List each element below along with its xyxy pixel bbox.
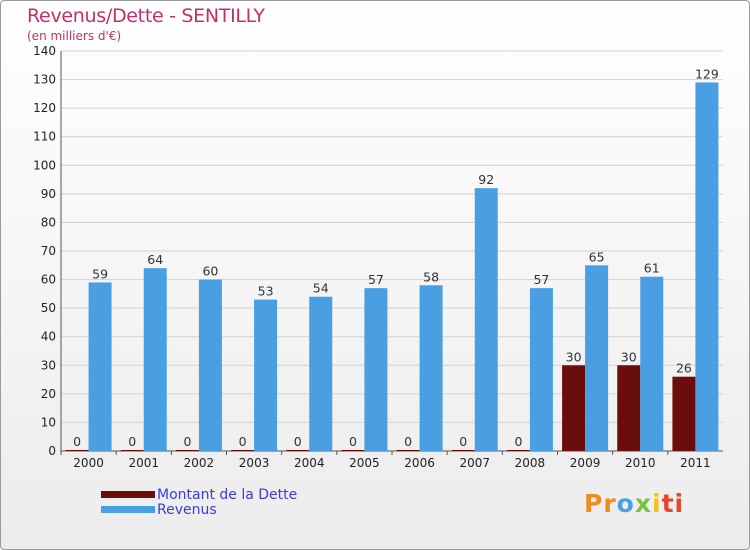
x-tick-label: 2002: [184, 456, 215, 470]
data-labels: 0 59 0 64 0 60 0 53 0 54 0 57 0 58 0 92 0 57 30 65 30 61 26 129: [73, 66, 719, 449]
gridlines: [61, 50, 723, 423]
data-label-revenus: 61: [644, 261, 660, 276]
legend-swatch-dette: [101, 491, 155, 498]
data-label-dette: 0: [459, 434, 467, 449]
chart-title: Revenus/Dette - SENTILLY: [27, 5, 265, 27]
legend-item-dette: Montant de la Dette: [101, 486, 298, 503]
y-tick-label: 110: [33, 130, 56, 144]
y-tick-label: 80: [41, 215, 56, 229]
y-tick-label: 120: [33, 101, 56, 115]
bar-revenus: [695, 82, 719, 451]
data-label-revenus: 64: [147, 252, 163, 267]
y-tick-label: 90: [41, 187, 56, 201]
y-tick-label: 140: [33, 44, 56, 58]
data-label-revenus: 60: [202, 264, 218, 279]
proxiti-logo: Proxiti: [584, 489, 684, 518]
x-tick-label: 2010: [625, 456, 656, 470]
bar-revenus: [88, 282, 112, 451]
legend: Montant de la Dette Revenus: [101, 486, 298, 518]
data-label-dette: 0: [514, 434, 522, 449]
bar-dette: [506, 450, 530, 451]
data-label-revenus: 58: [423, 269, 439, 284]
x-tick-label: 2006: [404, 456, 435, 470]
y-tick-label: 100: [33, 158, 56, 172]
data-label-dette: 26: [676, 361, 692, 376]
bar-revenus: [254, 299, 278, 451]
axes: 0 10 20 30 40 50 60 70 80 90 100 110 120 130 140 2000 20…: [33, 44, 723, 470]
bar-revenus: [419, 285, 443, 451]
bar-dette: [672, 376, 696, 451]
bar-dette: [231, 450, 255, 451]
bar-dette: [451, 450, 475, 451]
data-label-revenus: 54: [313, 281, 329, 296]
logo-letter: x: [634, 489, 652, 518]
data-label-dette: 30: [621, 349, 637, 364]
data-label-dette: 0: [183, 434, 191, 449]
data-label-revenus: 57: [533, 272, 549, 287]
bar-revenus: [474, 188, 498, 451]
legend-label-dette: Montant de la Dette: [157, 486, 298, 503]
bar-revenus: [364, 288, 388, 451]
bar-revenus: [143, 268, 167, 451]
bar-dette: [341, 450, 365, 451]
data-label-dette: 0: [73, 434, 81, 449]
bar-dette: [120, 450, 144, 451]
logo-letter: P: [584, 489, 604, 518]
x-tick-label: 2004: [294, 456, 325, 470]
legend-item-revenus: Revenus: [101, 501, 297, 518]
bar-revenus: [585, 265, 609, 451]
y-tick-label: 50: [41, 301, 56, 315]
bars: [65, 82, 719, 451]
data-label-dette: 0: [294, 434, 302, 449]
bar-revenus: [529, 288, 553, 451]
data-label-dette: 0: [404, 434, 412, 449]
bar-dette: [286, 450, 310, 451]
data-label-dette: 30: [566, 349, 582, 364]
x-tick-label: 2005: [349, 456, 380, 470]
bar-revenus: [309, 296, 333, 451]
x-tick-label: 2001: [128, 456, 159, 470]
x-tick-label: 2008: [515, 456, 546, 470]
logo-letter: r: [603, 489, 617, 518]
y-tick-label: 30: [41, 358, 56, 372]
x-tick-label: 2000: [73, 456, 104, 470]
y-tick-label: 0: [48, 444, 56, 458]
y-tick-label: 20: [41, 387, 56, 401]
bar-dette: [562, 365, 586, 451]
bar-dette: [396, 450, 420, 451]
bar-dette: [617, 365, 641, 451]
y-tick-label: 10: [41, 415, 56, 429]
data-label-revenus: 57: [368, 272, 384, 287]
bar-revenus: [640, 276, 664, 451]
data-label-dette: 0: [349, 434, 357, 449]
legend-label-revenus: Revenus: [157, 501, 217, 518]
data-label-revenus: 59: [92, 266, 108, 281]
chart-subtitle: (en milliers d'€): [27, 29, 122, 43]
logo-letter: i: [674, 489, 685, 518]
y-tick-label: 60: [41, 273, 56, 287]
y-tick-label: 130: [33, 73, 56, 87]
y-tick-label: 70: [41, 244, 56, 258]
data-label-revenus: 129: [695, 66, 719, 81]
legend-swatch-revenus: [101, 506, 155, 513]
logo-letter: o: [616, 489, 635, 518]
x-tick-label: 2003: [239, 456, 270, 470]
logo-letter: i: [652, 489, 662, 518]
logo-letter: t: [661, 489, 675, 518]
data-label-dette: 0: [239, 434, 247, 449]
data-label-revenus: 53: [258, 284, 274, 299]
data-label-dette: 0: [128, 434, 136, 449]
bar-dette: [65, 450, 89, 451]
y-tick-label: 40: [41, 330, 56, 344]
data-label-revenus: 65: [589, 249, 605, 264]
bar-revenus: [198, 279, 222, 451]
x-tick-label: 2007: [459, 456, 490, 470]
x-tick-label: 2009: [570, 456, 601, 470]
bar-dette: [175, 450, 199, 451]
x-tick-label: 2011: [680, 456, 711, 470]
data-label-revenus: 92: [478, 172, 494, 187]
